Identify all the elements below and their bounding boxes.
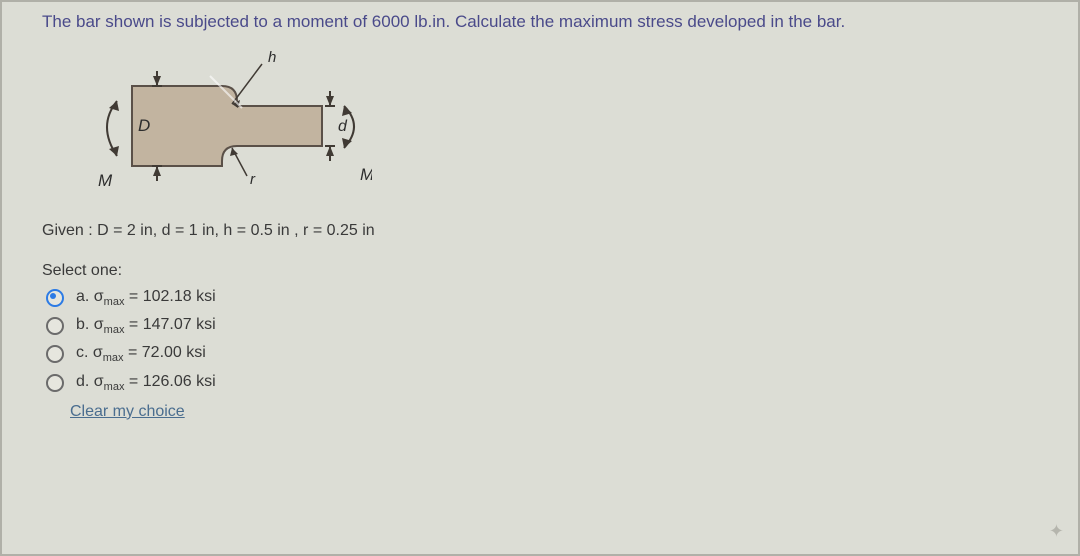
given-text: Given : D = 2 in, d = 1 in, h = 0.5 in ,… bbox=[42, 222, 1050, 240]
M-left-head2 bbox=[109, 146, 119, 156]
option-b-text: b. σmax = 147.07 ksi bbox=[76, 316, 216, 336]
label-h: h bbox=[268, 49, 276, 66]
radio-d[interactable] bbox=[46, 374, 64, 392]
option-c-text: c. σmax = 72.00 ksi bbox=[76, 344, 206, 364]
question-prompt: The bar shown is subjected to a moment o… bbox=[42, 12, 1050, 32]
options-group: a. σmax = 102.18 ksi b. σmax = 147.07 ks… bbox=[46, 288, 1050, 393]
label-M-left: M bbox=[98, 171, 113, 190]
corner-decoration: ✦ bbox=[1049, 521, 1064, 542]
clear-choice-link[interactable]: Clear my choice bbox=[70, 403, 185, 420]
label-d: d bbox=[338, 118, 348, 135]
bar-diagram: r h D d M bbox=[72, 46, 1050, 206]
option-c[interactable]: c. σmax = 72.00 ksi bbox=[46, 344, 1050, 364]
clear-choice-row: Clear my choice bbox=[70, 403, 1050, 421]
option-d-text: d. σmax = 126.06 ksi bbox=[76, 373, 216, 393]
d-arrow-bot-head bbox=[326, 146, 334, 156]
D-arrow-top-head bbox=[153, 76, 161, 86]
select-one-label: Select one: bbox=[42, 262, 1050, 280]
question-frame: The bar shown is subjected to a moment o… bbox=[0, 0, 1080, 556]
option-a[interactable]: a. σmax = 102.18 ksi bbox=[46, 288, 1050, 308]
label-r: r bbox=[250, 171, 256, 188]
D-arrow-bot-head bbox=[153, 166, 161, 176]
d-arrow-top-head bbox=[326, 96, 334, 106]
r-arrowhead bbox=[230, 148, 238, 156]
label-D: D bbox=[138, 116, 150, 135]
option-d[interactable]: d. σmax = 126.06 ksi bbox=[46, 373, 1050, 393]
radio-a[interactable] bbox=[46, 289, 64, 307]
radio-c[interactable] bbox=[46, 345, 64, 363]
label-M-right: M bbox=[360, 165, 372, 184]
h-leader bbox=[232, 64, 262, 104]
bar-body bbox=[132, 86, 322, 166]
option-a-text: a. σmax = 102.18 ksi bbox=[76, 288, 216, 308]
option-b[interactable]: b. σmax = 147.07 ksi bbox=[46, 316, 1050, 336]
radio-b[interactable] bbox=[46, 317, 64, 335]
